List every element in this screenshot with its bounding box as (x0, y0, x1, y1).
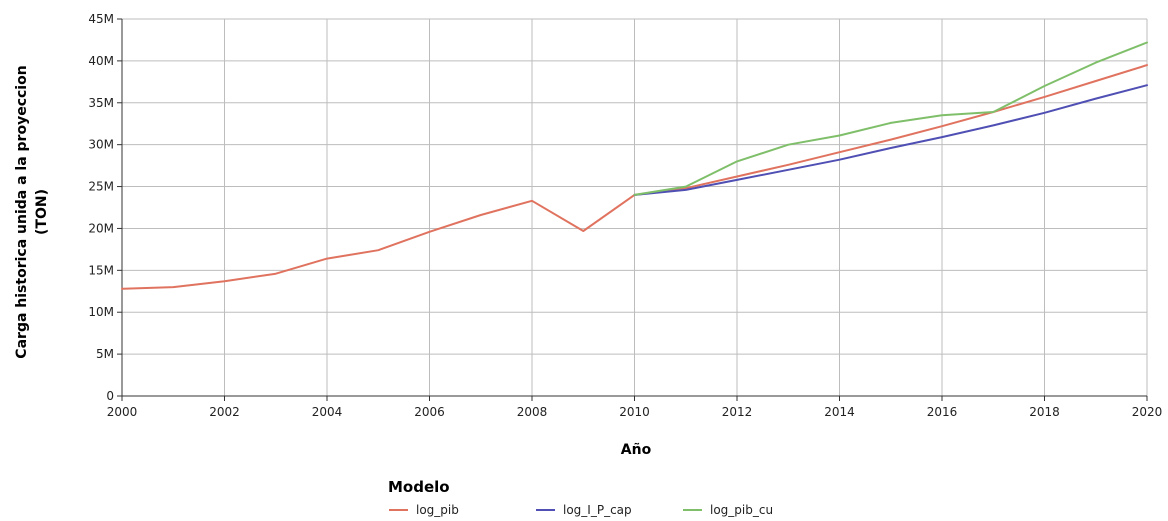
x-tick-label: 2016 (927, 405, 958, 419)
y-tick-label: 25M (88, 180, 114, 194)
tick-labels: 0 5M 10M 15M 20M 25M 30M 35M 40M 45M 2000 2002 2004 2… (88, 12, 1162, 419)
y-tick-label: 15M (88, 263, 114, 277)
series-line-log-i-p-cap (633, 84, 1148, 196)
legend-label-log-i-p-cap: log_I_P_cap (563, 503, 632, 517)
y-tick-label: 40M (88, 54, 114, 68)
y-axis-title: Carga historica unida a la proyeccion (T… (14, 65, 50, 358)
x-tick-label: 2002 (209, 405, 240, 419)
x-tick-label: 2012 (722, 405, 753, 419)
series-lines (121, 41, 1148, 290)
y-axis-title-line2: (TON) (34, 189, 50, 235)
x-tick-label: 2018 (1029, 405, 1060, 419)
y-axis-title-line1: Carga historica unida a la proyeccion (14, 65, 30, 358)
y-tick-label: 45M (88, 12, 114, 26)
x-tick-label: 2008 (517, 405, 548, 419)
y-tick-label: 30M (88, 138, 114, 152)
legend: Modelo log_pib log_I_P_cap log_pib_cu (388, 478, 773, 517)
legend-label-log-pib-cu: log_pib_cu (710, 503, 773, 517)
x-axis-title: Año (621, 442, 652, 458)
x-tick-label: 2014 (824, 405, 855, 419)
grid (121, 18, 1148, 397)
x-tick-label: 2006 (414, 405, 445, 419)
x-tick-label: 2004 (312, 405, 343, 419)
x-tick-label: 2020 (1132, 405, 1163, 419)
x-tick-label: 2010 (619, 405, 650, 419)
y-tick-label: 35M (88, 96, 114, 110)
y-tick-label: 20M (88, 221, 114, 235)
y-tick-label: 5M (96, 347, 114, 361)
x-tick-label: 2000 (107, 405, 138, 419)
y-tick-label: 0 (106, 389, 114, 403)
y-tick-label: 10M (88, 305, 114, 319)
series-line-log-pib-cu (633, 41, 1148, 196)
legend-title: Modelo (388, 478, 450, 496)
axes (117, 18, 1148, 401)
legend-label-log-pib: log_pib (416, 503, 459, 517)
